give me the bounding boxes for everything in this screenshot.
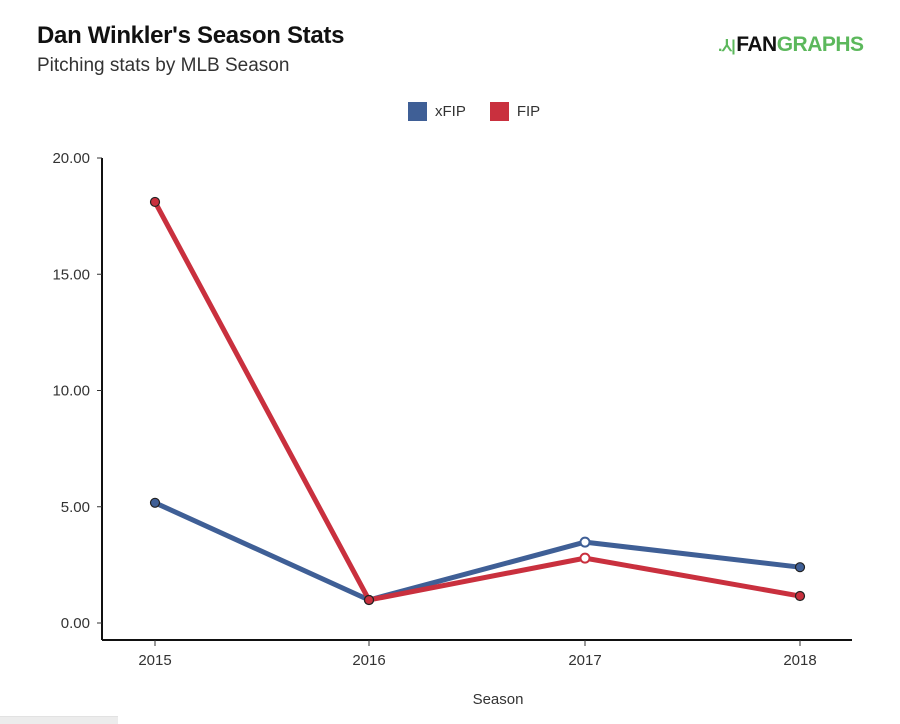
legend-label-xfip: xFIP — [435, 103, 466, 120]
legend-swatch-fip — [489, 102, 509, 121]
series-line-fip — [152, 199, 803, 603]
chart-subtitle: Pitching stats by MLB Season — [37, 55, 290, 76]
y-tick-label: 5.00 — [61, 499, 90, 516]
legend-swatch-xfip — [408, 102, 427, 121]
x-axis-label: Season — [473, 691, 524, 708]
x-tick-label: 2015 — [138, 652, 171, 669]
data-point-fip — [149, 196, 161, 208]
chart-title: Dan Winkler's Season Stats — [37, 22, 345, 49]
data-point-fip — [363, 594, 375, 606]
data-point-fip — [579, 552, 591, 564]
y-tick-label: 20.00 — [52, 150, 90, 167]
x-tick-label: 2016 — [352, 652, 385, 669]
legend-item-xfip[interactable]: xFIP — [408, 102, 466, 121]
x-tick-label: 2018 — [783, 652, 816, 669]
logo-text-graphs: GRAPHS — [776, 33, 864, 56]
batter-icon: .⅄| — [718, 38, 736, 55]
x-tick-label: 2017 — [568, 652, 601, 669]
data-point-xfip — [579, 536, 591, 548]
legend-label-fip: FIP — [516, 103, 541, 120]
fangraphs-logo[interactable]: .⅄|FANGRAPHS — [718, 33, 864, 57]
legend-item-fip[interactable]: FIP — [489, 102, 541, 121]
data-point-xfip — [149, 497, 161, 508]
y-tick-label: 15.00 — [52, 266, 90, 283]
logo-text-fan: FAN — [736, 33, 777, 56]
y-tick-label: 10.00 — [52, 383, 90, 400]
y-tick-label: 0.00 — [61, 615, 90, 632]
horizontal-scrollbar[interactable] — [0, 716, 118, 724]
data-point-xfip — [794, 562, 806, 573]
data-point-fip — [794, 590, 806, 602]
series-line-xfip — [152, 500, 803, 603]
chart-legend: xFIP FIP — [408, 102, 540, 121]
